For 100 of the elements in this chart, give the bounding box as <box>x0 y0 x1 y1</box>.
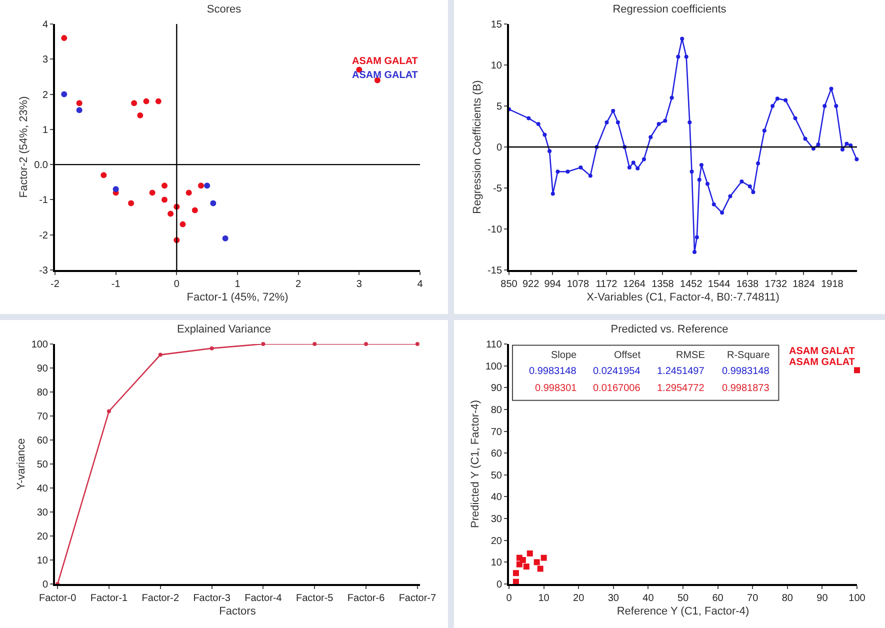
x-tick-label: 994 <box>544 279 562 290</box>
x-tick-label: 70 <box>747 593 759 604</box>
x-tick-label: 1172 <box>596 279 618 290</box>
x-tick-label: 3 <box>356 279 362 290</box>
y-tick-label: 30 <box>490 514 502 526</box>
y-tick-label: -1 <box>39 195 48 206</box>
x-axis-title: X-Variables (C1, Factor-4, B0:-7.74811) <box>586 292 780 304</box>
x-tick-label: 0 <box>174 279 180 290</box>
y-tick-label: 80 <box>36 388 48 398</box>
x-tick-label: 4 <box>417 279 424 290</box>
y-tick-label: -5 <box>493 184 502 194</box>
y-tick-label: 1 <box>42 124 48 136</box>
x-tick-label: -1 <box>111 279 121 290</box>
x-tick-label: Factor-5 <box>296 593 334 604</box>
y-axis-title: Y-variance <box>15 438 28 490</box>
y-tick-label: 50 <box>490 470 502 482</box>
y-tick-label: 20 <box>490 536 502 547</box>
y-tick-label: 70 <box>490 426 502 438</box>
y-tick-label: 5 <box>496 102 502 112</box>
annotation: 0.0241954 <box>593 366 641 377</box>
y-tick-label: 50 <box>36 460 48 470</box>
x-tick-label: 1544 <box>708 279 731 290</box>
annotation: Slope <box>551 350 578 361</box>
x-tick-label: 1732 <box>764 279 788 290</box>
x-tick-label: 10 <box>538 593 550 604</box>
y-tick-label: 40 <box>490 492 502 504</box>
x-tick-label: 1078 <box>566 279 590 290</box>
x-tick-label: Factor-3 <box>193 593 231 604</box>
y-tick-label: 4 <box>42 20 48 30</box>
y-tick-label: 90 <box>490 383 502 394</box>
x-tick-label: 2 <box>296 279 302 290</box>
y-tick-label: 70 <box>36 412 48 422</box>
x-tick-label: 50 <box>677 593 689 604</box>
y-axis-title: Predicted Y (C1, Factor-4) <box>469 400 482 528</box>
chart-title: Predicted vs. Reference <box>610 323 728 336</box>
y-tick-label: 15 <box>490 20 502 30</box>
x-tick-label: Factor-7 <box>398 593 436 604</box>
x-tick-label: 1918 <box>821 279 844 290</box>
annotation: 1.2954772 <box>657 383 705 394</box>
y-tick-label: 100 <box>485 361 502 372</box>
y-tick-label: 10 <box>490 558 502 569</box>
x-tick-label: Factor-4 <box>244 593 282 604</box>
y-tick-label: 0.0 <box>34 160 48 172</box>
y-tick-label: 90 <box>36 364 48 374</box>
x-tick-label: 1358 <box>652 279 674 290</box>
chart-title: Scores <box>206 3 242 16</box>
y-tick-label: 80 <box>490 404 502 416</box>
annotation: 0.9983148 <box>529 366 577 377</box>
chart-title: Explained Variance <box>177 323 271 336</box>
x-tick-label: 90 <box>816 593 828 604</box>
y-tick-label: -2 <box>39 230 48 242</box>
y-axis-title: Factor-2 (54%, 23%) <box>18 96 30 198</box>
y-tick-label: 2 <box>42 90 48 101</box>
y-tick-label: -3 <box>39 266 48 276</box>
x-tick-label: 40 <box>642 593 654 604</box>
x-tick-label: 850 <box>500 279 518 290</box>
x-tick-label: 1264 <box>623 279 646 290</box>
annotation: RMSE <box>676 350 706 361</box>
annotation: 0.9981873 <box>722 383 770 394</box>
x-tick-label: 1452 <box>680 279 703 290</box>
y-tick-label: 10 <box>36 556 48 566</box>
annotation: ASAM GALAT <box>352 56 418 67</box>
y-tick-label: 40 <box>36 484 48 494</box>
x-axis-title: Factors <box>219 606 256 618</box>
y-tick-label: 100 <box>31 340 48 350</box>
chart-title: Regression coefficients <box>612 3 727 16</box>
y-tick-label: 60 <box>490 448 502 460</box>
y-tick-label: 20 <box>36 532 48 542</box>
annotation: ASAM GALAT <box>789 346 855 357</box>
x-tick-label: 1 <box>234 279 241 290</box>
annotation: 1.2451497 <box>657 366 705 377</box>
annotation: 0.9983148 <box>722 366 770 377</box>
x-axis-title: Factor-1 (45%, 72%) <box>186 292 288 304</box>
x-tick-label: 30 <box>608 593 620 604</box>
y-tick-label: 3 <box>42 54 48 66</box>
y-tick-label: 110 <box>486 340 502 350</box>
y-tick-label: 60 <box>36 436 48 446</box>
x-tick-label: 100 <box>848 593 866 604</box>
annotation: ASAM GALAT <box>352 70 418 81</box>
y-tick-label: 0 <box>42 580 48 590</box>
x-axis-title: Reference Y (C1, Factor-4) <box>616 606 750 618</box>
y-tick-label: 0 <box>496 142 502 154</box>
annotation: 0.998301 <box>535 383 578 394</box>
annotation: 0.0167006 <box>593 383 641 394</box>
annotation: Offset <box>614 350 641 361</box>
x-tick-label: 80 <box>782 593 794 604</box>
x-tick-label: Factor-2 <box>142 593 180 604</box>
y-tick-label: 10 <box>490 60 502 72</box>
y-axis-title: Regression Coefficients (B) <box>472 80 484 214</box>
x-tick-label: Factor-0 <box>38 593 77 604</box>
x-tick-label: 1638 <box>736 279 760 290</box>
y-tick-label: -15 <box>488 266 502 276</box>
x-tick-label: 922 <box>522 279 540 290</box>
x-tick-label: 0 <box>506 593 512 604</box>
x-tick-label: 20 <box>573 593 585 604</box>
y-tick-label: 30 <box>36 508 48 518</box>
x-tick-label: -2 <box>50 279 60 290</box>
x-tick-label: 60 <box>712 593 724 604</box>
x-tick-label: Factor-6 <box>347 593 386 604</box>
y-tick-label: 0 <box>496 580 502 590</box>
